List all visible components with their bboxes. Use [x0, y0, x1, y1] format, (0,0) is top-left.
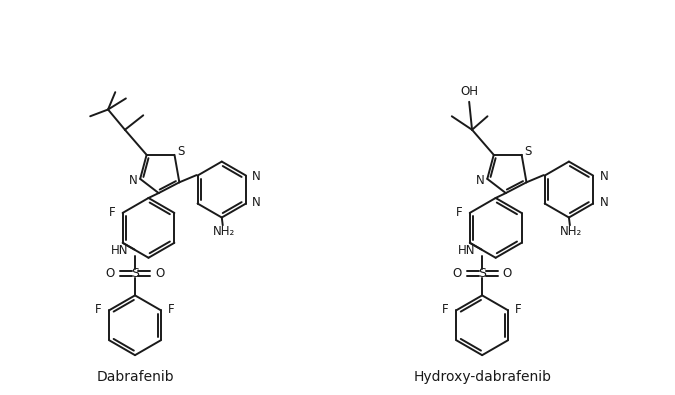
Text: S: S [131, 267, 139, 280]
Text: S: S [478, 267, 486, 280]
Text: O: O [155, 267, 165, 280]
Text: O: O [105, 267, 115, 280]
Text: HN: HN [458, 244, 476, 257]
Text: N: N [599, 196, 608, 209]
Text: O: O [503, 267, 512, 280]
Text: NH₂: NH₂ [560, 224, 583, 237]
Text: N: N [252, 196, 261, 209]
Text: Dabrafenib: Dabrafenib [96, 370, 173, 384]
Text: NH₂: NH₂ [213, 224, 236, 237]
Text: S: S [177, 145, 184, 158]
Text: F: F [168, 303, 175, 316]
Text: N: N [252, 170, 261, 183]
Text: S: S [524, 145, 532, 158]
Text: Hydroxy-dabrafenib: Hydroxy-dabrafenib [413, 370, 551, 384]
Text: N: N [599, 170, 608, 183]
Text: O: O [452, 267, 462, 280]
Text: N: N [129, 174, 138, 187]
Text: F: F [109, 207, 115, 220]
Text: OH: OH [460, 85, 478, 98]
Text: F: F [515, 303, 522, 316]
Text: F: F [95, 303, 102, 316]
Text: HN: HN [111, 244, 129, 257]
Text: F: F [442, 303, 449, 316]
Text: N: N [476, 174, 485, 187]
Text: F: F [456, 207, 462, 220]
